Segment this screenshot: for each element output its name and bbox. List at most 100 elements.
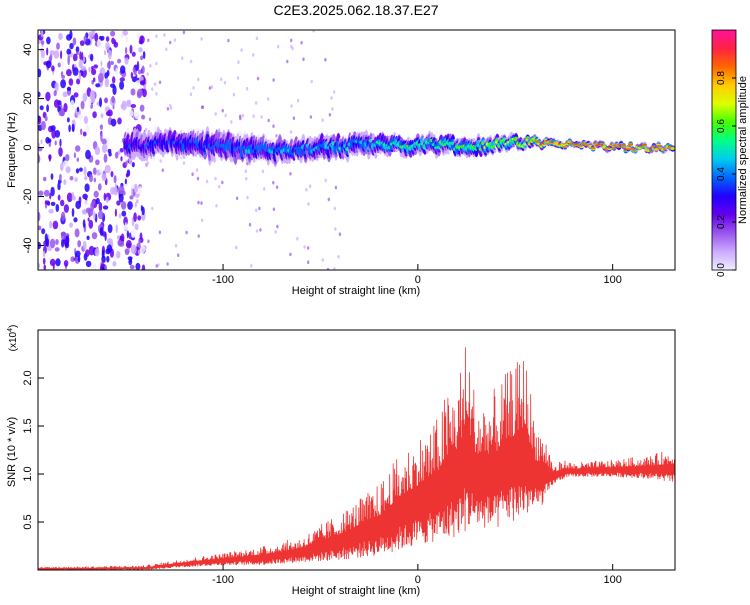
noise-cell [101, 266, 105, 270]
y-tick-label: 1.0 [22, 466, 34, 481]
noise-cell [289, 172, 292, 176]
noise-cell [321, 258, 324, 262]
noise-cell [131, 76, 137, 83]
noise-cell [56, 42, 60, 50]
noise-cell [82, 240, 87, 251]
noise-cell [191, 172, 194, 176]
noise-cell [136, 199, 139, 204]
noise-cell [44, 200, 51, 205]
noise-cell [60, 211, 66, 222]
noise-cell [235, 196, 239, 201]
noise-cell [85, 260, 92, 268]
noise-cell [286, 59, 289, 64]
noise-cell [146, 161, 150, 165]
noise-cell [58, 110, 65, 117]
noise-cell [155, 264, 158, 268]
noise-cell [75, 51, 79, 56]
noise-cell [40, 139, 43, 144]
noise-cell [112, 261, 117, 267]
noise-cell [88, 245, 95, 256]
y-tick-label: 1.5 [22, 418, 34, 433]
noise-cell [129, 44, 133, 54]
noise-cell [41, 228, 46, 235]
noise-cell [139, 104, 145, 112]
noise-cell [40, 30, 44, 38]
noise-cell [105, 111, 111, 116]
noise-cell [78, 59, 83, 69]
noise-cell [236, 76, 240, 80]
snr-y-label: SNR (10 * v/v) [6, 417, 18, 487]
noise-cell [155, 92, 158, 96]
noise-cell [59, 173, 62, 181]
noise-cell [126, 230, 130, 239]
noise-cell [118, 213, 122, 219]
noise-cell [272, 124, 275, 128]
noise-cell [254, 101, 258, 105]
noise-cell [38, 68, 42, 78]
noise-cell [155, 61, 158, 66]
noise-cell [166, 107, 170, 111]
noise-cell [128, 232, 132, 240]
noise-cell [126, 101, 132, 107]
noise-cell [138, 69, 142, 75]
noise-cell [95, 159, 100, 166]
noise-cell [115, 224, 119, 234]
noise-cell [113, 41, 119, 48]
noise-cell [201, 105, 205, 109]
noise-cell [63, 179, 67, 185]
noise-cell [120, 156, 123, 162]
noise-cell [99, 124, 103, 130]
noise-cell [101, 173, 107, 182]
noise-cell [73, 92, 79, 98]
noise-cell [40, 40, 45, 45]
noise-cell [99, 166, 103, 174]
noise-cell [215, 204, 218, 208]
noise-cell [40, 57, 45, 64]
noise-cell [75, 168, 80, 174]
noise-cell [46, 36, 51, 45]
noise-cell [119, 77, 126, 82]
noise-cell [324, 57, 327, 62]
noise-cell [97, 210, 104, 220]
noise-cell [107, 49, 112, 60]
noise-cell [137, 88, 143, 97]
noise-cell [110, 118, 117, 127]
band-cell [621, 144, 626, 147]
noise-cell [220, 77, 223, 82]
noise-cell [67, 117, 70, 123]
noise-cell [218, 184, 221, 189]
noise-cell [57, 62, 61, 68]
noise-cell [142, 51, 146, 60]
noise-cell [72, 37, 77, 46]
noise-cell [66, 69, 72, 77]
noise-cell [93, 177, 97, 183]
spectrogram-y-label: Frequency (Hz) [6, 112, 18, 188]
spectrogram-y-ticks: -40 -20 0 20 40 [22, 43, 44, 253]
noise-cell [129, 257, 132, 263]
noise-cell [74, 177, 78, 183]
noise-cell [134, 223, 139, 231]
x-tick-label: -100 [212, 574, 234, 586]
noise-cell [114, 151, 119, 159]
noise-cell [267, 97, 270, 101]
noise-cell [52, 220, 59, 230]
noise-cell [47, 138, 52, 143]
x-tick-label: -100 [212, 274, 234, 286]
noise-cell [69, 176, 74, 181]
noise-cell [88, 98, 92, 107]
noise-cell [82, 219, 86, 228]
noise-cell [67, 55, 70, 66]
noise-cell [110, 30, 116, 37]
y-tick-label: -40 [22, 238, 34, 254]
noise-cell [45, 238, 50, 247]
spectrogram-panel: -100 0 100 -40 -20 0 20 40 Height of straight … [6, 29, 749, 297]
noise-cell [182, 30, 186, 35]
noise-cell [289, 130, 293, 134]
noise-cell [79, 167, 83, 172]
noise-cell [140, 205, 143, 212]
noise-cell [197, 77, 200, 82]
noise-cell [248, 222, 252, 227]
noise-cell [296, 236, 299, 241]
noise-cell [116, 235, 120, 240]
